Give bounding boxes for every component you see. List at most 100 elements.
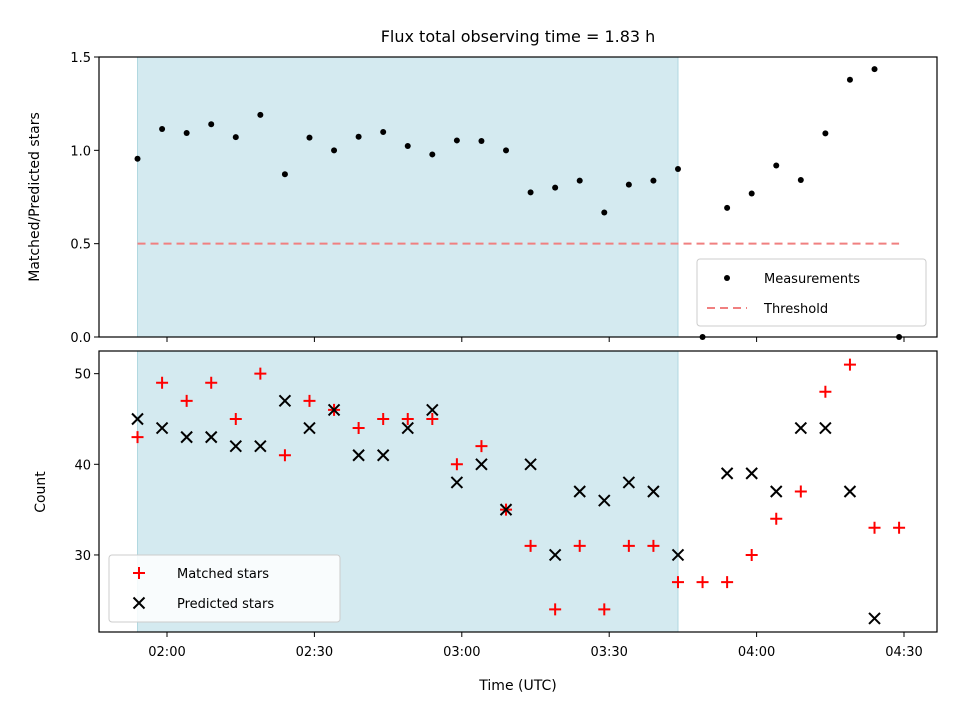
measurement-point (232, 134, 239, 141)
measurement-point (257, 111, 264, 118)
matched-star-point (893, 521, 906, 534)
measurement-point (601, 209, 608, 216)
chart-title: Flux total observing time = 1.83 h (381, 27, 656, 46)
predicted-star-point (426, 403, 439, 417)
legend-label: Predicted stars (177, 597, 274, 612)
plot-frame (98, 350, 938, 633)
measurement-point (552, 184, 559, 191)
matched-star-point (549, 603, 562, 616)
x-tick-label: 03:00 (443, 645, 480, 660)
predicted-star-point (868, 612, 881, 625)
x-tick-label: 04:30 (885, 645, 922, 660)
x-tick-label: 02:00 (148, 645, 185, 660)
predicted-star-point (327, 403, 341, 417)
measurement-point (159, 126, 166, 133)
y-tick-label: 0.0 (70, 331, 91, 346)
predicted-star-point (843, 485, 857, 498)
predicted-star-point (303, 421, 316, 435)
y-tick-label: 30 (74, 549, 91, 564)
legend: Matched stars Predicted stars (108, 554, 341, 623)
measurement-point (625, 181, 632, 188)
measurement-legend-marker (724, 275, 730, 281)
measurement-point (208, 121, 215, 128)
measurement-point (355, 133, 362, 140)
legend-label: Threshold (763, 302, 828, 317)
matched-star-point (671, 576, 684, 589)
matched-star-point (622, 539, 635, 552)
measurement-point (797, 177, 804, 184)
predicted-star-point (819, 421, 832, 435)
x-tick-label: 04:00 (738, 645, 775, 660)
matched-star-point (745, 548, 758, 561)
matched-star-point (573, 539, 586, 552)
measurement-point (674, 166, 681, 172)
matched-star-point (721, 576, 734, 589)
measurement-point (331, 147, 338, 154)
matched-legend-marker (133, 567, 145, 579)
measurement-point (503, 147, 510, 154)
matched-star-point (352, 422, 365, 435)
matched-star-point (278, 449, 291, 462)
measurement-point (183, 129, 190, 136)
plot-frame (98, 56, 938, 338)
matched-star-point (770, 512, 783, 525)
legend-box (108, 554, 341, 623)
matched-star-point (696, 576, 709, 589)
matched-star-point (401, 412, 414, 425)
x-tick-label: 02:30 (296, 645, 333, 660)
bottom-y-axis-label: Count (33, 471, 49, 513)
predicted-star-point (770, 485, 783, 498)
predicted-star-point (401, 421, 414, 435)
predicted-star-point (548, 548, 562, 562)
ratio-panel: 0.0 0.5 1.0 1.5 Measurements Threshold (70, 51, 938, 346)
predicted-star-point (671, 548, 685, 562)
measurement-point (134, 155, 141, 162)
measurement-point (576, 177, 583, 184)
predicted-star-point (499, 503, 513, 516)
predicted-star-point (647, 485, 660, 498)
matched-star-point (647, 539, 660, 552)
predicted-star-point (794, 421, 808, 435)
y-tick-label: 40 (74, 458, 91, 473)
predicted-star-point (155, 421, 169, 435)
legend: Measurements Threshold (696, 258, 927, 327)
predicted-star-point (573, 485, 586, 498)
predicted-star-point (229, 439, 242, 453)
measurement-point (478, 138, 485, 144)
measurement-point (453, 137, 460, 144)
predicted-star-point (745, 467, 758, 480)
matched-star-point (254, 367, 267, 380)
predicted-star-point (205, 430, 218, 444)
x-tick-label: 03:30 (590, 645, 627, 660)
legend-box (696, 258, 927, 327)
matched-star-point (229, 412, 242, 425)
measurement-point (846, 76, 853, 83)
measurement-point (650, 177, 657, 184)
measurement-point (822, 130, 829, 137)
legend-label: Measurements (764, 272, 860, 287)
matched-star-point (843, 358, 856, 371)
measurement-point (527, 189, 534, 196)
legend-label: Matched stars (177, 567, 269, 582)
predicted-star-point (131, 412, 144, 426)
top-y-axis-label: Matched/Predicted stars (27, 112, 43, 282)
count-panel: 30 40 50 02:00 02:30 03:00 03:30 04:00 04:30 Matc… (74, 350, 938, 660)
matched-star-point (868, 521, 881, 534)
measurement-point (404, 143, 411, 150)
y-tick-label: 0.5 (70, 238, 91, 253)
predicted-star-point (450, 476, 464, 489)
predicted-star-point (524, 458, 537, 471)
predicted-star-point (598, 494, 611, 507)
matched-star-point (819, 385, 832, 398)
y-tick-label: 50 (74, 368, 91, 383)
predicted-star-point (475, 458, 488, 471)
measurement-point (429, 151, 436, 158)
matched-star-point (156, 376, 169, 389)
matched-star-point (377, 412, 390, 425)
matched-star-point (426, 412, 439, 425)
predicted-star-point (622, 476, 636, 489)
matched-star-point (450, 458, 463, 471)
predicted-star-point (376, 449, 390, 462)
predicted-star-point (352, 449, 365, 462)
